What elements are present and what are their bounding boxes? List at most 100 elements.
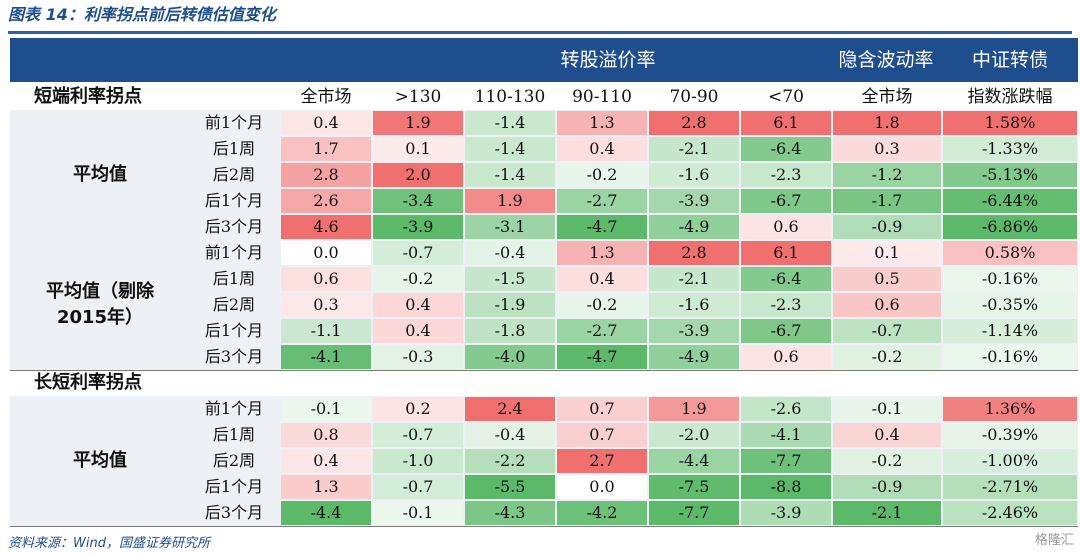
table-cell: -2.2 bbox=[465, 449, 555, 473]
table-cell: 2.0 bbox=[373, 163, 463, 187]
section-label: 长短利率拐点 bbox=[34, 372, 142, 393]
table-cell: -6.7 bbox=[741, 319, 831, 343]
table-cell: 1.7 bbox=[281, 137, 371, 161]
table-cell: -6.7 bbox=[741, 189, 831, 213]
table-cell: 0.4 bbox=[373, 293, 463, 317]
table-cell: 1.8 bbox=[833, 111, 941, 135]
table-cell: -4.1 bbox=[741, 423, 831, 447]
table-cell: 0.6 bbox=[833, 293, 941, 317]
column-header: 90-110 bbox=[572, 87, 632, 107]
header-convertible-premium: 转股溢价率 bbox=[560, 49, 656, 71]
table-cell: 6.1 bbox=[741, 241, 831, 265]
table-cell: -1.5 bbox=[465, 267, 555, 291]
table-cell: 0.8 bbox=[281, 423, 371, 447]
column-header: >130 bbox=[394, 87, 442, 107]
row-label: 后2周 bbox=[212, 295, 256, 314]
table-cell: 2.4 bbox=[465, 397, 555, 421]
table-cell: -6.4 bbox=[741, 267, 831, 291]
table-cell: -3.1 bbox=[465, 215, 555, 239]
watermark-logo: 格隆汇 bbox=[1034, 533, 1074, 548]
table-cell: -4.4 bbox=[281, 501, 371, 525]
table-cell: 1.3 bbox=[557, 111, 647, 135]
column-header: 指数涨跌幅 bbox=[967, 87, 1053, 107]
table-cell: 0.6 bbox=[281, 267, 371, 291]
row-label: 后2周 bbox=[212, 165, 256, 184]
table-cell: 0.2 bbox=[373, 397, 463, 421]
table-cell: -4.9 bbox=[649, 215, 739, 239]
table-cell: -0.1 bbox=[833, 397, 941, 421]
table-cell: 0.4 bbox=[281, 449, 371, 473]
table-cell: 0.1 bbox=[833, 241, 941, 265]
table-rule bbox=[10, 370, 1078, 371]
row-label: 后1个月 bbox=[204, 191, 264, 210]
table-cell: 0.4 bbox=[833, 423, 941, 447]
table-cell: 1.58% bbox=[943, 111, 1077, 135]
table-cell: -6.4 bbox=[741, 137, 831, 161]
table-cell: -7.7 bbox=[741, 449, 831, 473]
header-implied-vol: 隐含波动率 bbox=[838, 49, 934, 71]
group-label-line: 2015年） bbox=[56, 307, 144, 328]
table-cell: -0.1 bbox=[281, 397, 371, 421]
column-header: 110-130 bbox=[474, 87, 546, 107]
table-cell: -6.44% bbox=[943, 189, 1077, 213]
table-cell: -2.7 bbox=[557, 189, 647, 213]
table-cell: -4.7 bbox=[557, 215, 647, 239]
title-divider bbox=[8, 31, 1072, 34]
table-cell: 0.0 bbox=[281, 241, 371, 265]
column-header: 全市场 bbox=[861, 87, 913, 107]
table-cell: 1.9 bbox=[373, 111, 463, 135]
table-cell: -0.2 bbox=[833, 449, 941, 473]
table-cell: -2.0 bbox=[649, 423, 739, 447]
table-cell: 1.3 bbox=[281, 475, 371, 499]
table-cell: -2.7 bbox=[557, 319, 647, 343]
row-label: 前1个月 bbox=[204, 113, 264, 132]
table-cell: 0.1 bbox=[373, 137, 463, 161]
table-cell: -0.4 bbox=[465, 423, 555, 447]
table-cell: 2.8 bbox=[649, 111, 739, 135]
table-cell: -2.71% bbox=[943, 475, 1077, 499]
table-cell: -1.0 bbox=[373, 449, 463, 473]
row-label: 后1个月 bbox=[204, 477, 264, 496]
table-cell: -3.9 bbox=[373, 215, 463, 239]
table-cell: -0.2 bbox=[373, 267, 463, 291]
table-cell: 0.3 bbox=[833, 137, 941, 161]
row-label: 后3个月 bbox=[204, 347, 264, 366]
table-cell: -0.16% bbox=[943, 267, 1077, 291]
table-cell: -0.4 bbox=[465, 241, 555, 265]
table-cell: 1.36% bbox=[943, 397, 1077, 421]
table-cell: 0.7 bbox=[557, 397, 647, 421]
row-label: 前1个月 bbox=[204, 243, 264, 262]
table-cell: -4.2 bbox=[557, 501, 647, 525]
table-cell: 0.4 bbox=[557, 137, 647, 161]
table-cell: -0.7 bbox=[373, 423, 463, 447]
row-label: 后1个月 bbox=[204, 321, 264, 340]
group-label: 平均值（剔除 2015年） bbox=[10, 279, 190, 331]
table-cell: -2.1 bbox=[649, 137, 739, 161]
table-cell: -0.1 bbox=[373, 501, 463, 525]
row-label: 后3个月 bbox=[204, 217, 264, 236]
row-label: 后2周 bbox=[212, 451, 256, 470]
table-cell: 2.7 bbox=[557, 449, 647, 473]
group-label: 平均值 bbox=[10, 448, 190, 474]
table-cell: -5.5 bbox=[465, 475, 555, 499]
table-cell: -1.4 bbox=[465, 137, 555, 161]
table-cell: -1.8 bbox=[465, 319, 555, 343]
table-cell: -0.39% bbox=[943, 423, 1077, 447]
table-cell: 0.7 bbox=[557, 423, 647, 447]
table-cell: 0.4 bbox=[281, 111, 371, 135]
group-label: 平均值 bbox=[10, 162, 190, 188]
row-label: 后1周 bbox=[212, 425, 256, 444]
table-cell: -4.3 bbox=[465, 501, 555, 525]
table-cell: -4.1 bbox=[281, 345, 371, 369]
table-cell: -0.7 bbox=[373, 241, 463, 265]
table-cell: -0.16% bbox=[943, 345, 1077, 369]
table-cell: -0.3 bbox=[373, 345, 463, 369]
table-cell: -1.1 bbox=[281, 319, 371, 343]
table-cell: -0.9 bbox=[833, 475, 941, 499]
table-cell: -1.6 bbox=[649, 293, 739, 317]
table-cell: -1.7 bbox=[833, 189, 941, 213]
table-cell: 2.8 bbox=[649, 241, 739, 265]
table-rule bbox=[10, 526, 1078, 527]
table-cell: 0.6 bbox=[741, 215, 831, 239]
table-cell: -2.3 bbox=[741, 293, 831, 317]
